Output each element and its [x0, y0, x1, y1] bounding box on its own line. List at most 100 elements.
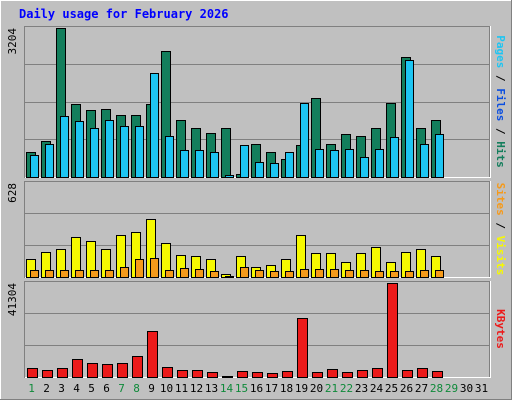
bar-kbytes-day-21	[327, 369, 338, 378]
bar-files-day-28	[435, 134, 444, 178]
bar-files-day-9	[150, 73, 159, 178]
bar-files-day-12	[195, 150, 204, 178]
bar-sites-day-8	[135, 259, 144, 278]
x-tick-label: 19	[295, 382, 308, 395]
bar-kbytes-day-12	[192, 370, 203, 378]
x-tick-label: 1	[28, 382, 35, 395]
bar-files-day-10	[165, 136, 174, 178]
bar-files-day-1	[30, 155, 39, 178]
x-tick-label: 9	[148, 382, 155, 395]
x-tick-label: 2	[43, 382, 50, 395]
bar-kbytes-day-23	[357, 370, 368, 378]
x-tick-label: 5	[88, 382, 95, 395]
panel-1: 3204 Pages / Files / Hits	[6, 26, 507, 178]
bar-files-day-27	[420, 144, 429, 178]
bar-kbytes-day-26	[402, 370, 413, 378]
bar-sites-day-1	[30, 270, 39, 278]
x-tick-label: 12	[190, 382, 203, 395]
bar-sites-day-12	[195, 269, 204, 278]
bar-files-day-16	[255, 162, 264, 178]
x-tick-label: 4	[73, 382, 80, 395]
bar-kbytes-day-24	[372, 368, 383, 378]
bar-files-day-13	[210, 152, 219, 178]
bar-files-day-4	[75, 121, 84, 178]
bar-sites-day-26	[405, 271, 414, 278]
bar-sites-day-25	[390, 271, 399, 278]
bar-kbytes-day-27	[417, 368, 428, 378]
bar-sites-day-9	[150, 258, 159, 278]
x-tick-label: 28	[430, 382, 443, 395]
x-tick-label: 11	[175, 382, 188, 395]
bar-files-day-15	[240, 145, 249, 178]
bar-kbytes-day-25	[387, 283, 398, 378]
bar-kbytes-day-8	[132, 356, 143, 378]
x-tick-label: 25	[385, 382, 398, 395]
x-tick-label: 24	[370, 382, 384, 395]
bar-sites-day-17	[270, 271, 279, 278]
bar-files-day-6	[105, 120, 114, 178]
series-legend-label: KBytes	[494, 309, 507, 349]
bar-files-day-8	[135, 126, 144, 178]
bar-files-day-11	[180, 150, 189, 178]
x-tick-label: 22	[340, 382, 353, 395]
bar-kbytes-day-17	[267, 373, 278, 378]
chart-panels: 3204 Pages / Files / Hits 628 Sites / Visit…	[6, 26, 507, 378]
x-axis-day-labels: 1 2 3 4 5 6 7 8 9 10 11 12 13 14 15 16 17 18 19 20 21 22 23 24 2…	[28, 382, 488, 395]
bar-kbytes-day-10	[162, 367, 173, 378]
x-tick-label: 30	[460, 382, 473, 395]
bar-sites-day-18	[285, 271, 294, 278]
bar-kbytes-day-11	[177, 370, 188, 378]
bar-kbytes-day-4	[72, 359, 83, 378]
x-tick-label: 17	[265, 382, 278, 395]
bar-sites-day-23	[360, 270, 369, 278]
legend-text: /	[494, 68, 507, 88]
bar-files-day-26	[405, 60, 414, 178]
x-tick-label: 6	[103, 382, 110, 395]
x-tick-label: 29	[445, 382, 458, 395]
bar-sites-day-24	[375, 271, 384, 278]
bar-kbytes-day-5	[87, 363, 98, 378]
bar-sites-day-15	[240, 267, 249, 278]
x-tick-label: 15	[235, 382, 248, 395]
bar-sites-day-13	[210, 271, 219, 278]
legend-text: Sites	[494, 183, 507, 216]
bar-files-day-14	[225, 175, 234, 178]
x-tick-label: 21	[325, 382, 338, 395]
legend-text: /	[494, 216, 507, 236]
bar-files-day-18	[285, 152, 294, 178]
bar-sites-day-28	[435, 270, 444, 278]
bar-files-day-3	[60, 116, 69, 178]
series-legend-label: Sites / Visits	[494, 183, 507, 276]
y-max-label: 41304	[6, 283, 19, 316]
bar-kbytes-day-28	[432, 371, 443, 378]
bar-files-day-7	[120, 126, 129, 178]
bar-kbytes-day-3	[57, 368, 68, 378]
bar-sites-day-6	[105, 270, 114, 278]
y-max-label: 3204	[6, 28, 19, 55]
bar-sites-day-21	[330, 269, 339, 278]
bar-sites-day-14	[225, 276, 234, 278]
bar-sites-day-19	[300, 269, 309, 278]
bar-kbytes-day-9	[147, 331, 158, 378]
chart-title: Daily usage for February 2026	[19, 7, 229, 21]
bar-sites-day-4	[75, 270, 84, 278]
bar-sites-day-7	[120, 267, 129, 278]
x-tick-label: 10	[160, 382, 173, 395]
panel-2: 628 Sites / Visits	[6, 181, 507, 278]
bar-files-day-17	[270, 163, 279, 178]
x-tick-label: 16	[250, 382, 263, 395]
y-max-label: 628	[6, 183, 19, 203]
legend-text: Visits	[494, 236, 507, 276]
bar-kbytes-day-1	[27, 368, 38, 378]
bar-kbytes-day-19	[297, 318, 308, 378]
bar-hits-day-14	[221, 128, 231, 178]
x-tick-label: 7	[118, 382, 125, 395]
bar-sites-day-20	[315, 269, 324, 278]
bar-files-day-22	[345, 149, 354, 178]
x-tick-label: 27	[415, 382, 428, 395]
x-tick-label: 13	[205, 382, 218, 395]
bar-kbytes-day-2	[42, 370, 53, 378]
x-tick-label: 3	[58, 382, 65, 395]
